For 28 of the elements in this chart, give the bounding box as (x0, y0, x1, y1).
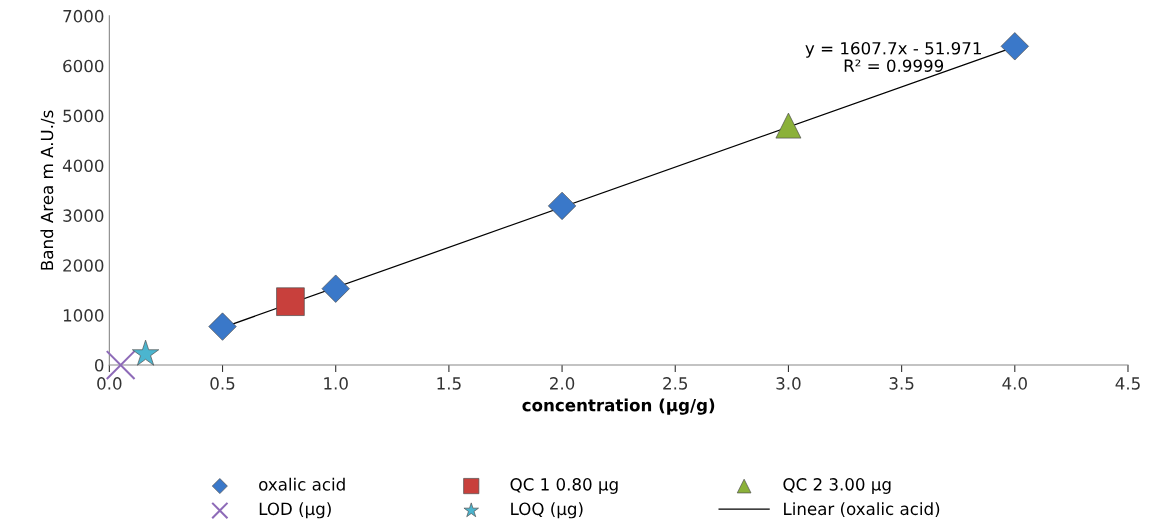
x-tick-label: 3.0 (776, 377, 801, 390)
x-tick-label: 1.5 (437, 377, 461, 390)
x-tick-label: 3.5 (889, 377, 914, 390)
y-tick-label: 4000 (62, 159, 104, 173)
legend-label: QC 1 0.80 µg (510, 478, 618, 494)
y-tick-label: 3000 (63, 209, 104, 222)
x-tick-label: 0.0 (97, 377, 122, 390)
y-tick-label: 7000 (63, 9, 104, 23)
legend-label: Linear (oxalic acid) (784, 502, 940, 518)
legend-label: QC 2 3.00 µg (783, 478, 891, 494)
y-tick-label: 1000 (63, 309, 104, 322)
legend-label: oxalic acid (259, 477, 345, 491)
y-tick-label: 5000 (63, 109, 104, 123)
point (775, 112, 802, 139)
x-tick-label: 4.0 (1002, 377, 1027, 390)
x-tick-label: 0.5 (210, 377, 235, 390)
y-axis-title: Band Area m A.U./s (40, 110, 55, 270)
legend-label: LOQ (µg) (511, 502, 583, 519)
x-tick-label: 2.0 (550, 377, 575, 390)
y-tick-label: 2000 (63, 259, 104, 272)
annotation: y = 1607.7x - 51.971 R² = 0.9999 (805, 41, 981, 72)
x-tick-label: 4.5 (1115, 377, 1140, 390)
y-tick-label: 0 (94, 358, 104, 372)
x-axis-title: concentration (µg/g) (522, 398, 715, 415)
x-tick-label: 1.0 (324, 377, 348, 390)
x-tick-label: 2.5 (663, 377, 688, 390)
y-tick-label: 6000 (63, 59, 104, 73)
legend-label: LOD (µg) (259, 502, 331, 519)
